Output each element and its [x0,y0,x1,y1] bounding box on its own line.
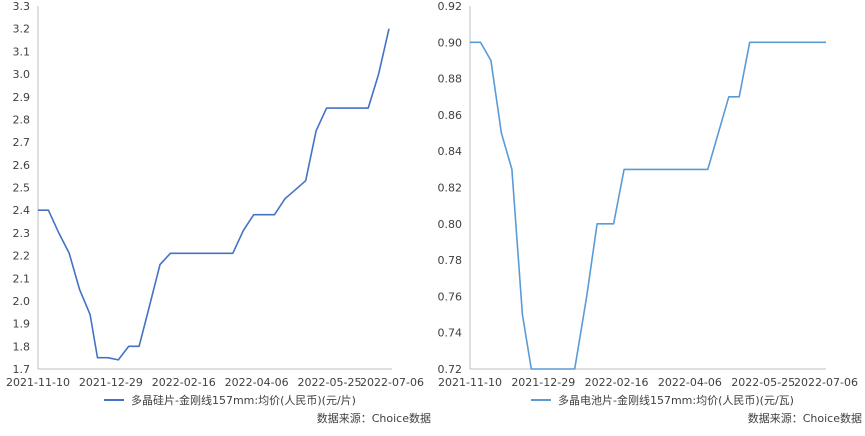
chart2-y-tick-label: 0.86 [438,109,463,122]
chart2-y-tick-label: 0.80 [438,218,463,231]
chart2-x-tick-label: 2022-07-06 [794,376,858,389]
chart2-y-tick-label: 0.92 [438,0,463,13]
chart2-y-tick-label: 0.88 [438,73,463,86]
chart1-y-tick-label: 2.3 [13,227,31,240]
chart1-y-tick-label: 1.8 [13,340,31,353]
chart2-x-tick-label: 2022-05-25 [731,376,795,389]
chart1-x-tick-label: 2022-04-06 [225,376,289,389]
chart1-y-tick-label: 2.9 [13,91,31,104]
chart2-y-tick-label: 0.74 [438,327,463,340]
chart1-y-tick-label: 2.8 [13,113,31,126]
chart1-y-tick-label: 3.0 [13,68,31,81]
chart1-y-tick-label: 2.5 [13,182,31,195]
chart1-y-tick-label: 2.2 [13,250,31,263]
chart1-y-tick-label: 3.3 [13,0,31,13]
chart2-y-tick-label: 0.90 [438,36,463,49]
chart1-x-tick-label: 2021-11-10 [6,376,70,389]
chart1-x-tick-label: 2021-12-29 [79,376,143,389]
chart2-x-tick-label: 2022-04-06 [658,376,722,389]
chart2-series-line [470,41,826,370]
chart1-series-line [38,28,390,361]
chart1-y-tick-label: 2.4 [13,204,31,217]
chart1-x-tick-label: 2022-07-06 [360,376,424,389]
chart1-y-tick-label: 2.0 [13,295,31,308]
chart2-y-tick-label: 0.72 [438,363,463,376]
chart1-y-tick-label: 2.1 [13,272,31,285]
chart1-legend-label: 多晶硅片-金刚线157mm:均价(人民币)(元/片) [131,393,356,407]
chart1-x-tick-label: 2022-02-16 [152,376,216,389]
chart2-x-tick-label: 2021-12-29 [511,376,575,389]
chart2-legend-label: 多晶电池片-金刚线157mm:均价(人民币)(元/瓦) [558,393,794,407]
chart2-y-tick-label: 0.76 [438,290,463,303]
chart1-y-tick-label: 2.6 [13,159,31,172]
chart2-x-tick-label: 2022-02-16 [585,376,649,389]
chart1-source-note: 数据来源：Choice数据 [317,411,431,425]
chart1-y-tick-label: 3.2 [13,23,31,36]
chart2-source-note: 数据来源：Choice数据 [748,411,862,425]
chart1-x-tick-label: 2022-05-25 [298,376,362,389]
chart2-y-tick-label: 0.84 [438,145,463,158]
chart1-y-tick-label: 1.7 [13,363,31,376]
chart1-y-tick-label: 1.9 [13,318,31,331]
chart2-y-tick-label: 0.82 [438,182,463,195]
chart2-x-tick-label: 2021-11-10 [438,376,502,389]
chart1-y-tick-label: 2.7 [13,136,31,149]
chart2-y-tick-label: 0.78 [438,254,463,267]
chart1-y-tick-label: 3.1 [13,45,31,58]
